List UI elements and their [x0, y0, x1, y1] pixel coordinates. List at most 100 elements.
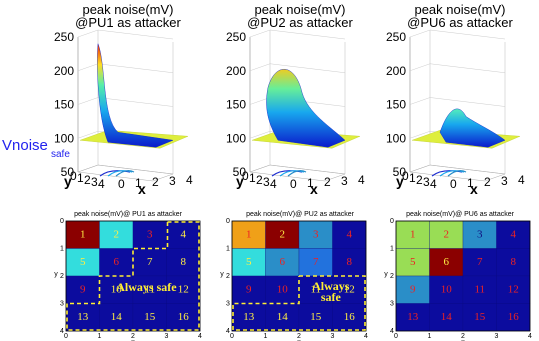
heatmap-cell — [65, 220, 100, 249]
cell-number: 9 — [410, 283, 416, 295]
y-axis-label: y — [64, 173, 72, 189]
z-tick-label: 100 — [54, 131, 74, 145]
floor-contour — [107, 170, 133, 177]
heatmap-panel-pu2: peak noise(mV)@ PU2 as attacker 1 2 3 45 6 7 8… — [220, 211, 368, 341]
y-tick-label: 0 — [390, 218, 394, 225]
cell-number: 13 — [243, 311, 255, 323]
surface-panel-pu2: peak noise(mV) @PU2 as attacker 25020015… — [226, 2, 365, 197]
cell-number: 12 — [178, 283, 189, 295]
y-tick-label: 2 — [60, 273, 64, 280]
cell-number: 16 — [344, 311, 356, 323]
heatmap-cell — [429, 275, 464, 304]
heatmap-cell — [65, 303, 100, 332]
x-tick-label: 3 — [501, 174, 508, 188]
cell-number: 14 — [441, 311, 453, 323]
always-safe-label: Always safe — [116, 280, 177, 294]
y-tick-label: 4 — [270, 177, 277, 191]
cell-number: 15 — [144, 311, 156, 323]
y-tick-label: 3 — [423, 175, 430, 189]
grid-line — [429, 97, 506, 107]
heatmap-cell — [231, 303, 266, 332]
y-tick-label: 3 — [390, 301, 394, 308]
cell-number: 11 — [144, 283, 155, 295]
y-tick-label: 1 — [249, 171, 256, 185]
cell-number: 15 — [310, 311, 322, 323]
heatmap-cell — [132, 303, 167, 332]
cell-number: 3 — [147, 228, 153, 240]
x-tick-label: 4 — [198, 333, 202, 340]
cell-number: 6 — [444, 256, 450, 268]
cell-number: 10 — [441, 283, 453, 295]
floor-contour — [439, 170, 465, 177]
grid-line — [97, 63, 174, 73]
y-tick-label: 0 — [60, 218, 64, 225]
always-safe-boundary — [66, 221, 200, 331]
grid-line — [269, 29, 346, 40]
heatmap-cell — [132, 275, 167, 304]
heatmap-cell — [332, 220, 367, 249]
y-tick-label: 2 — [416, 173, 423, 187]
heatmap-cell — [462, 275, 497, 304]
y-tick-label: 2 — [84, 173, 91, 187]
x-tick-label: 1 — [467, 176, 474, 190]
vnoise-text: Vnoise — [2, 137, 48, 154]
y-tick-label: 3 — [60, 301, 64, 308]
y-tick-label: 0 — [402, 169, 409, 183]
cell-number: 1 — [246, 228, 252, 240]
heatmap-cell — [65, 275, 100, 304]
floor-contour — [115, 170, 135, 177]
heatmap-cell — [166, 248, 201, 277]
x-tick-label: 0 — [450, 177, 457, 191]
y-tick-label: 2 — [390, 273, 394, 280]
y-tick-label: 4 — [226, 328, 230, 335]
cell-number: 2 — [280, 228, 286, 240]
heatmap-cell — [332, 248, 367, 277]
heatmap-cell — [231, 248, 266, 277]
grid-line — [97, 29, 174, 40]
noise-surface — [97, 43, 174, 148]
x-tick-label: 2 — [484, 175, 491, 189]
grid-line — [409, 63, 431, 71]
x-tick-label: 3 — [169, 174, 176, 188]
heatmap-cell — [429, 248, 464, 277]
vnoise-subscript: safe — [51, 149, 70, 160]
y-axis-label: y — [54, 271, 58, 278]
cell-number: 15 — [474, 311, 486, 323]
heatmap-cell — [99, 303, 134, 332]
cell-number: 6 — [114, 256, 120, 268]
grid-line — [77, 131, 99, 139]
y-axis-label: y — [396, 173, 404, 189]
y-tick-label: 4 — [430, 177, 437, 191]
x-tick-label: 4 — [364, 333, 368, 340]
surface-panel-pu1: peak noise(mV) @PU1 as attacker 25020015… — [54, 2, 193, 197]
y-tick-label: 4 — [390, 328, 394, 335]
z-tick-label: 100 — [226, 131, 246, 145]
x-tick-label: 4 — [186, 173, 193, 187]
z-tick-label: 100 — [386, 131, 406, 145]
z-tick-label: 200 — [226, 64, 246, 78]
grid-line — [249, 63, 271, 71]
heatmap-cell — [462, 248, 497, 277]
cell-number: 10 — [277, 283, 289, 295]
floor-contour — [287, 170, 307, 177]
cell-number: 11 — [310, 283, 321, 295]
heatmap-cell — [132, 248, 167, 277]
always-safe-label-line2: safe — [321, 290, 342, 304]
cell-number: 8 — [181, 256, 187, 268]
grid-line — [269, 63, 346, 73]
y-tick-label: 3 — [91, 175, 98, 189]
x-tick-label: 0 — [64, 333, 68, 340]
grid-line — [77, 29, 99, 38]
vnoise-safe-label: Vnoise safe — [2, 137, 70, 160]
y-tick-label: 1 — [226, 246, 230, 253]
heatmap-frame — [65, 220, 201, 332]
x-axis-label: x — [138, 181, 146, 197]
grid-line — [409, 29, 431, 38]
always-safe-label-line1: Always — [312, 279, 350, 293]
cell-number: 7 — [147, 256, 153, 268]
surface-title-line2: @PU2 as attacker — [247, 15, 353, 30]
cell-number: 8 — [511, 256, 517, 268]
z-tick-label: 250 — [54, 30, 74, 44]
heatmap-cell — [231, 220, 266, 249]
heatmap-cell — [132, 220, 167, 249]
